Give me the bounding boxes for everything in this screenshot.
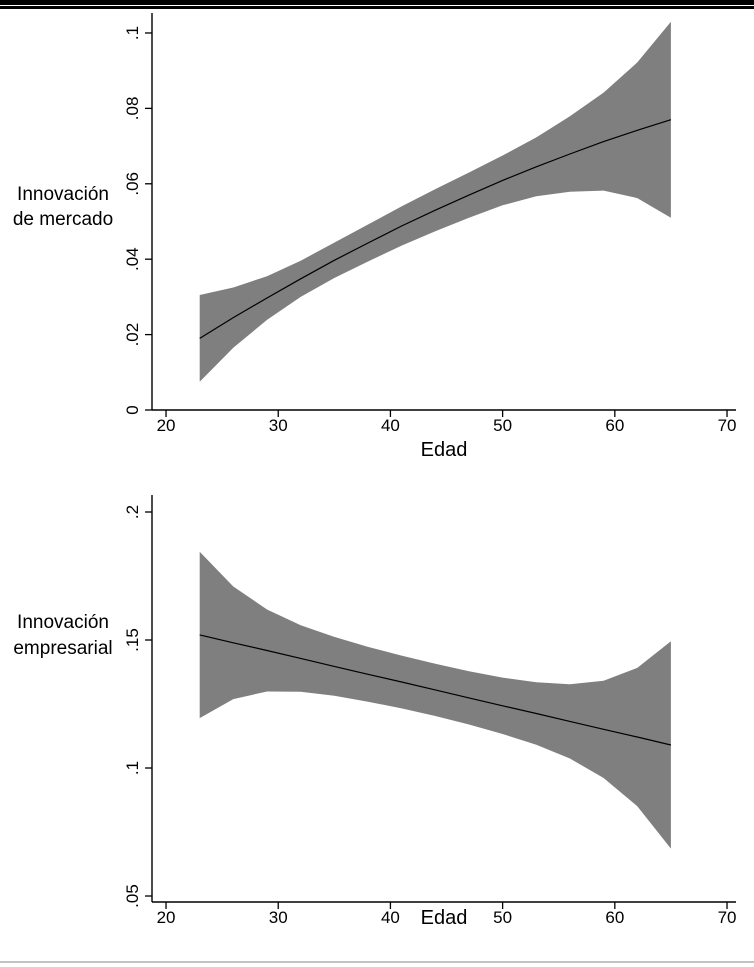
x-tick-label: 40 [381,416,400,435]
y-tick-label: .06 [123,172,142,196]
confidence-band [199,21,671,382]
x-tick-label: 50 [493,416,512,435]
top-border-bar [0,0,754,9]
x-tick-label: 70 [718,908,737,927]
x-tick-label: 40 [381,908,400,927]
bottom-divider [0,961,754,963]
business-innovation-chart: .05 .1 .15 .2 20 30 40 50 60 70 Edad Innovación empr… [0,485,754,961]
y-tick-label: 0 [123,405,142,414]
y-tick-label: .1 [123,26,142,40]
y-axis-title-line: de mercado [13,209,113,230]
y-axis-title-line: empresarial [13,638,112,659]
fit-line [199,119,672,339]
top-border-line-thick [0,0,754,5]
y-tick-label: .08 [123,97,142,121]
top-border-line-thin [0,6,754,9]
x-tick-label: 50 [493,908,512,927]
y-tick-label: .2 [123,505,142,519]
y-tick-label: .1 [123,761,142,775]
confidence-band [199,551,671,849]
y-axis-title-line: Innovación [17,184,109,205]
x-axis-title: Edad [421,907,468,929]
x-axis-title: Edad [421,439,468,461]
x-tick-label: 20 [157,908,176,927]
fit-line [199,634,672,746]
y-tick-label: .05 [123,884,142,908]
x-tick-label: 30 [269,416,288,435]
x-tick-label: 20 [157,416,176,435]
x-tick-label: 60 [605,908,624,927]
y-tick-label: .04 [123,247,142,271]
top-border-gap [0,5,754,6]
y-axis-title-line: Innovación [17,612,109,633]
y-tick-label: .15 [123,628,142,652]
x-tick-label: 60 [605,416,624,435]
x-tick-label: 70 [718,416,737,435]
market-innovation-plot: 0 .02 .04 .06 .08 .1 20 30 40 50 60 70 Edad Innovació… [13,13,737,461]
business-innovation-plot: .05 .1 .15 .2 20 30 40 50 60 70 Edad Innovación empr… [13,495,737,929]
market-innovation-chart: 0 .02 .04 .06 .08 .1 20 30 40 50 60 70 Edad Innovació… [0,9,754,479]
y-tick-label: .02 [123,323,142,347]
x-tick-label: 30 [269,908,288,927]
